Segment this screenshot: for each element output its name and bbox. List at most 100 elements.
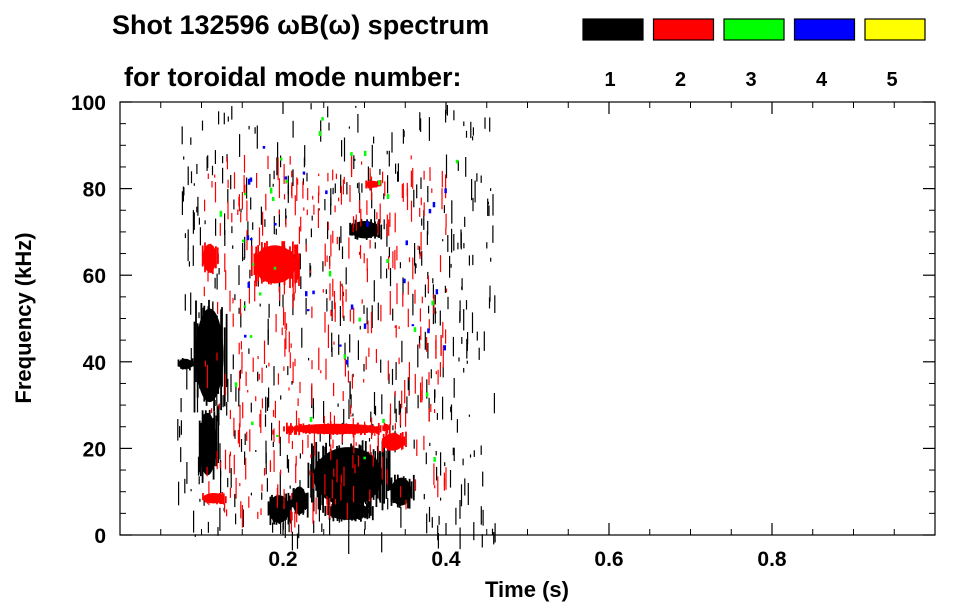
series-1-mark xyxy=(196,163,198,174)
series-1-mark xyxy=(368,438,371,442)
series-1-mark xyxy=(445,154,448,179)
series-1-mark xyxy=(193,510,195,533)
series-1-mark xyxy=(427,342,429,359)
series-3-mark xyxy=(234,382,238,387)
series-2-mark xyxy=(332,230,334,244)
series-2-mark xyxy=(225,270,227,290)
series-1-streak xyxy=(208,409,211,471)
series-2-mark xyxy=(288,331,290,353)
series-2-mark xyxy=(333,468,335,477)
series-2-mark xyxy=(296,177,298,201)
series-1-streak xyxy=(185,361,188,366)
series-2-mark xyxy=(342,300,344,319)
series-3-mark xyxy=(243,305,247,308)
series-2-mark xyxy=(312,502,314,524)
series-1-mark xyxy=(461,337,463,344)
series-1-streak xyxy=(366,503,369,520)
series-1-mark xyxy=(457,160,459,171)
series-2-mark xyxy=(330,444,332,460)
series-1-mark xyxy=(429,442,431,446)
series-1-mark xyxy=(472,127,474,136)
series-1-mark xyxy=(472,197,474,212)
series-1-mark xyxy=(308,357,310,361)
series-2-mark xyxy=(375,349,377,363)
series-1-streak xyxy=(278,502,281,524)
series-2-blob xyxy=(250,241,300,289)
series-2-mark xyxy=(366,268,368,283)
series-2-mark xyxy=(427,275,429,293)
series-1-streak xyxy=(213,312,215,412)
series-1-mark xyxy=(480,175,482,183)
series-4-mark xyxy=(262,146,266,149)
series-4-mark xyxy=(247,282,250,288)
series-2-mark xyxy=(320,370,322,374)
series-1-streak xyxy=(370,219,372,239)
series-1-mark xyxy=(331,347,333,357)
series-1-streak xyxy=(353,506,356,521)
series-1-mark xyxy=(395,163,397,174)
series-1-streak xyxy=(406,480,408,503)
series-1-mark xyxy=(373,392,376,414)
series-2-mark xyxy=(290,343,292,348)
series-2-mark xyxy=(340,483,342,501)
series-2-mark xyxy=(204,199,206,212)
series-2-mark xyxy=(243,155,246,173)
series-1-mark xyxy=(417,344,419,368)
series-1-mark xyxy=(194,358,196,379)
series-2-mark xyxy=(295,410,298,427)
series-2-mark xyxy=(284,268,286,277)
series-2-mark xyxy=(401,444,403,451)
series-2-mark xyxy=(292,361,294,383)
series-1-mark xyxy=(356,183,359,189)
series-2-mark xyxy=(333,291,336,309)
y-tick-label: 100 xyxy=(71,92,106,115)
series-2-mark xyxy=(260,409,262,434)
series-2-streak xyxy=(276,248,278,280)
series-1-mark xyxy=(239,369,241,379)
series-1-mark xyxy=(446,105,448,116)
series-1-mark xyxy=(348,530,350,554)
series-2-mark xyxy=(244,184,246,194)
series-1-mark xyxy=(490,257,492,262)
series-1-mark xyxy=(383,193,385,200)
series-2-mark xyxy=(312,473,314,489)
series-2-mark xyxy=(329,283,331,301)
series-2-mark xyxy=(423,202,425,216)
series-1-streak xyxy=(195,300,197,383)
series-1-mark xyxy=(352,413,354,417)
series-1-mark xyxy=(198,217,200,225)
series-2-mark xyxy=(333,341,335,345)
series-2-mark xyxy=(420,197,422,206)
series-1-mark xyxy=(362,226,364,232)
series-1-mark xyxy=(353,155,355,169)
series-4-mark xyxy=(428,208,432,214)
series-1-mark xyxy=(361,469,363,486)
series-2-mark xyxy=(414,289,416,304)
series-2-mark xyxy=(332,439,334,449)
series-1-mark xyxy=(370,497,372,505)
series-4-mark xyxy=(403,278,406,284)
series-2-streak xyxy=(207,246,210,273)
series-2-mark xyxy=(298,226,300,244)
series-1-blob xyxy=(198,406,220,483)
series-4-mark xyxy=(307,309,310,312)
series-1-mark xyxy=(215,218,217,236)
series-1-mark xyxy=(418,335,421,347)
series-1-mark xyxy=(267,329,269,345)
series-1-mark xyxy=(487,201,489,205)
series-1-streak xyxy=(182,362,185,368)
series-1-mark xyxy=(392,425,394,431)
series-1-streak xyxy=(215,415,218,467)
series-1-streak xyxy=(291,493,294,508)
series-1-mark xyxy=(226,401,228,416)
series-1-mark xyxy=(214,399,216,406)
series-1-streak xyxy=(360,219,363,238)
series-2-mark xyxy=(336,236,338,245)
series-2-streak xyxy=(399,433,402,447)
series-2-streak xyxy=(376,180,379,187)
series-2-mark xyxy=(284,338,286,357)
series-2-mark xyxy=(367,320,369,334)
series-1-streak xyxy=(387,446,389,491)
series-1-streak xyxy=(365,460,367,504)
series-2-mark xyxy=(278,420,280,444)
